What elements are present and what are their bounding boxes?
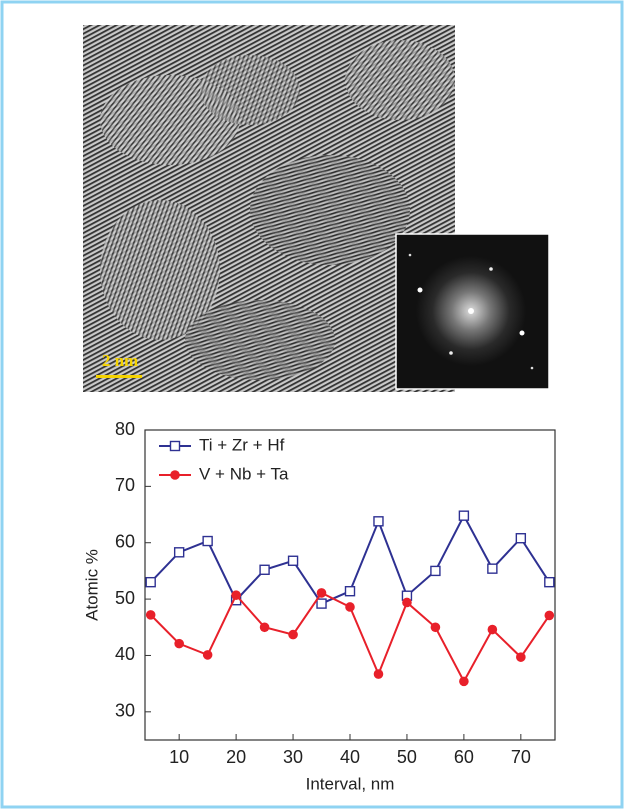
point	[316, 588, 327, 598]
scale-bar	[96, 375, 142, 378]
point	[373, 516, 384, 527]
point	[459, 676, 469, 687]
y-axis-label: Atomic %	[82, 549, 101, 621]
point	[173, 547, 185, 558]
point	[430, 622, 441, 633]
fft-inset	[395, 233, 550, 390]
point	[145, 610, 156, 620]
point	[231, 590, 241, 600]
x-tick-label: 50	[397, 747, 417, 767]
point	[544, 576, 555, 588]
legend-marker	[169, 440, 181, 452]
hrtem-image	[83, 25, 455, 392]
point	[288, 629, 298, 640]
point	[487, 624, 498, 635]
legend-marker	[170, 470, 180, 480]
x-tick-label: 20	[226, 747, 246, 767]
x-tick-label: 30	[283, 747, 303, 767]
point	[345, 602, 355, 612]
chart: 30 40 50 60 70 80 10 20 30 40 50 60 70 Interval, nm At…	[82, 419, 556, 793]
point	[487, 563, 498, 574]
point	[259, 622, 270, 633]
x-axis-label: Interval, nm	[306, 774, 395, 793]
point	[515, 533, 527, 544]
y-tick-label: 80	[115, 419, 135, 439]
point	[344, 586, 356, 597]
point	[544, 610, 555, 621]
legend-label: Ti + Zr + Hf	[199, 435, 285, 454]
point	[259, 564, 270, 575]
x-tick-label: 70	[511, 747, 531, 767]
y-tick-label: 70	[115, 475, 135, 495]
y-tick-label: 60	[115, 531, 135, 551]
y-tick-label: 30	[115, 701, 135, 721]
y-tick-label: 50	[115, 588, 135, 608]
y-tick-label: 40	[115, 644, 135, 664]
x-tick-label: 10	[169, 747, 189, 767]
point	[174, 638, 184, 649]
legend-label: V + Nb + Ta	[199, 464, 289, 483]
point	[373, 669, 384, 679]
point	[316, 598, 327, 609]
point	[202, 535, 213, 547]
scale-bar-label: 2 nm	[102, 351, 138, 370]
x-tick-label: 40	[340, 747, 360, 767]
point	[145, 576, 156, 588]
point	[516, 652, 526, 662]
point	[202, 650, 213, 660]
point	[430, 565, 441, 577]
point	[287, 555, 299, 566]
point	[402, 597, 412, 608]
point	[458, 510, 470, 521]
x-tick-label: 60	[454, 747, 474, 767]
